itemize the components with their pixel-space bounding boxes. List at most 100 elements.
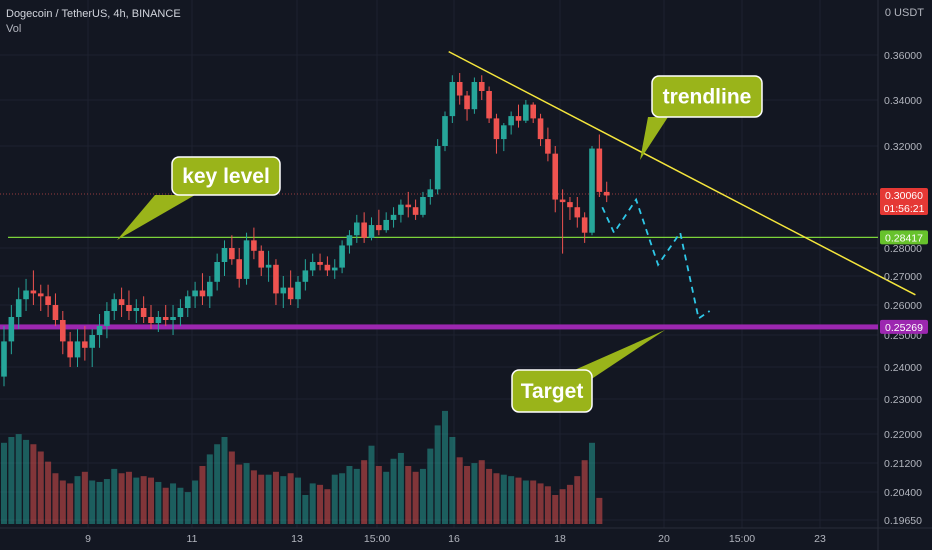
- current-price-tag-text: 0.30060: [885, 190, 923, 202]
- time-tick-label: 23: [814, 533, 826, 545]
- volume-bar: [596, 497, 603, 524]
- volume-bar: [331, 474, 338, 524]
- key-price-tag: 0.28417: [880, 230, 928, 245]
- candle: [280, 276, 287, 308]
- candle-body: [251, 240, 257, 251]
- volume-bar: [508, 476, 515, 524]
- price-unit-label: 0 USDT: [884, 7, 924, 19]
- candle: [30, 270, 37, 305]
- key-level-callout-pointer: [117, 195, 195, 240]
- candle: [464, 91, 470, 121]
- price-tick-label: 0.20400: [884, 487, 922, 499]
- target-callout: Target: [511, 330, 665, 413]
- price-tick-label: 0.24000: [884, 362, 922, 374]
- volume-bar: [140, 476, 147, 524]
- candle: [324, 256, 331, 276]
- candle-body: [552, 153, 559, 200]
- candle: [214, 253, 220, 291]
- candle-body: [295, 281, 301, 300]
- candle-body: [199, 290, 206, 297]
- candle: [133, 299, 140, 323]
- volume-bar: [390, 458, 397, 524]
- candle-body: [427, 189, 434, 197]
- candle: [52, 293, 59, 326]
- volume-bar: [295, 477, 301, 524]
- candle-body: [302, 270, 309, 282]
- candle: [251, 227, 257, 260]
- candle-body: [383, 219, 389, 231]
- drawings: [448, 50, 916, 320]
- volume-bar: [515, 477, 522, 524]
- candle: [243, 232, 250, 285]
- volume-bar: [221, 437, 228, 524]
- candle: [118, 287, 125, 317]
- time-axis[interactable]: 9 11 13 15:00 16 18 20 15:00 23: [85, 533, 826, 545]
- volume-bar: [427, 448, 434, 524]
- volume-bar: [574, 476, 581, 524]
- volume-bar: [52, 473, 59, 524]
- candle: [603, 181, 610, 203]
- candle-body: [162, 317, 169, 320]
- candle: [221, 240, 228, 276]
- candlesticks: [1, 73, 610, 387]
- trendline-callout-box: [651, 75, 763, 118]
- candle: [309, 253, 316, 276]
- volume-bar: [177, 487, 184, 524]
- candle-body: [221, 248, 228, 262]
- price-tick-label: 0.27000: [884, 271, 922, 283]
- candle-body: [420, 197, 426, 215]
- candle: [45, 284, 51, 317]
- volume-bar: [214, 444, 221, 524]
- time-tick-label: 13: [291, 533, 303, 545]
- candle-body: [89, 335, 95, 348]
- candle-body: [354, 222, 360, 236]
- candle: [155, 311, 162, 332]
- price-tick-label: 0.28000: [884, 243, 922, 255]
- candle-body: [273, 264, 279, 294]
- symbol-title[interactable]: Dogecoin / TetherUS, 4h, BINANCE: [6, 8, 181, 20]
- candle: [82, 326, 88, 361]
- candle: [170, 305, 176, 335]
- candle-body: [15, 299, 22, 317]
- candle: [265, 250, 272, 282]
- volume-bar: [236, 464, 243, 524]
- candle: [162, 305, 169, 326]
- trendline-callout: trendline: [640, 75, 763, 160]
- candle: [236, 248, 242, 288]
- current-price-tag-box: [880, 187, 928, 215]
- volume-bar: [368, 445, 375, 524]
- volume-bar: [184, 492, 191, 524]
- volume-bar: [96, 481, 103, 524]
- candle-body: [390, 214, 397, 220]
- volume-bar: [544, 486, 551, 524]
- candle-body: [118, 299, 125, 305]
- volume-indicator-label[interactable]: Vol: [6, 23, 22, 35]
- candle: [89, 329, 95, 367]
- candle: [427, 179, 434, 205]
- volume-bar: [353, 468, 360, 524]
- candle: [148, 305, 154, 329]
- candle-body: [229, 248, 235, 260]
- candle: [346, 230, 353, 254]
- candle: [177, 299, 184, 326]
- candle-body: [589, 148, 595, 233]
- candle-body: [346, 235, 353, 246]
- candle-body: [508, 116, 514, 126]
- candle: [405, 191, 412, 218]
- target-price-tag: 0.25269: [880, 319, 928, 334]
- volume-bar: [206, 454, 213, 524]
- price-axis[interactable]: 0.36000 0.34000 0.32000 0.28000 0.27000 0.260…: [884, 50, 922, 527]
- volume-bar: [522, 480, 529, 524]
- time-tick-label: 11: [187, 533, 198, 545]
- volume-bar: [456, 457, 463, 524]
- volume-bar: [67, 483, 74, 524]
- volume-bar: [23, 439, 30, 524]
- candle-body: [111, 299, 118, 311]
- candle-body: [170, 317, 176, 320]
- candle-body: [23, 290, 29, 300]
- volume-bar: [324, 489, 331, 524]
- candle: [67, 332, 73, 367]
